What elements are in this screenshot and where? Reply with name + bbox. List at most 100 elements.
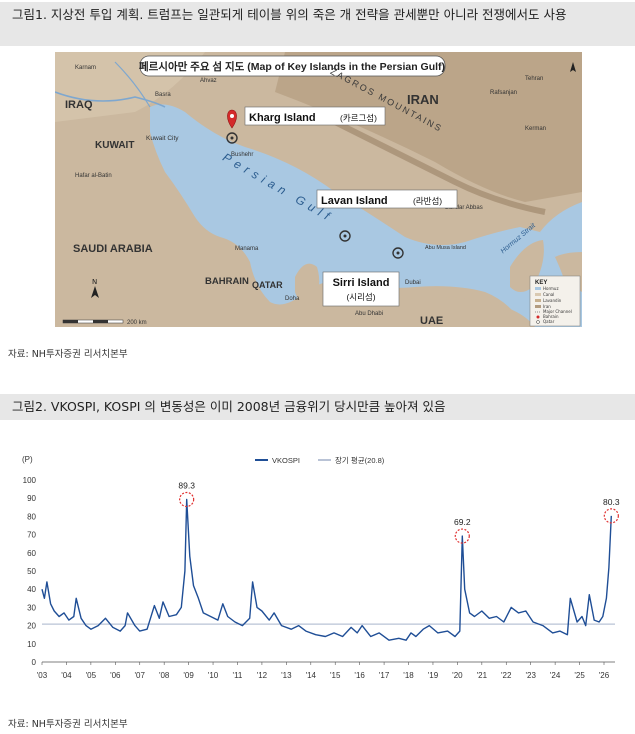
x-tick-label: '08 — [159, 671, 170, 680]
key-item-lavandin: Lavandin — [543, 298, 562, 303]
map-svg: 페르시아만 주요 섬 지도 (Map of Key Islands in the… — [55, 52, 582, 327]
peak-value-label: 89.3 — [178, 480, 195, 490]
key-item-major-channel: Major Channel — [543, 309, 572, 314]
country-label-iran: IRAN — [407, 92, 439, 107]
lavan-island-label: Lavan Island — [321, 195, 388, 207]
x-tick-label: '25 — [574, 671, 585, 680]
map-title-box — [139, 55, 446, 77]
peak-circle-marker — [179, 491, 195, 508]
country-label-bahrain: BAHRAIN — [205, 276, 249, 287]
city-karnam: Karnam — [75, 65, 96, 71]
legend-label-average: 장기 평균(20.8) — [335, 455, 385, 465]
city-basra: Basra — [155, 92, 171, 98]
peak-circle-marker — [454, 528, 470, 544]
scale-bar: 200 km — [62, 319, 147, 326]
figure1-source: 자료: NH투자증권 리서치본부 — [8, 349, 128, 360]
x-axis: '03 '04 '05 '06 '07 '08 '09 '10 '11 '12 '13 '14 '15 '… — [37, 662, 610, 680]
y-tick-label: 0 — [32, 658, 37, 667]
kharg-island-korean: (카르그섬) — [340, 113, 377, 123]
city-hafar: Hafar al-Batin — [75, 173, 112, 179]
city-tehran: Tehran — [525, 76, 543, 82]
north-arrow-icon-top — [570, 62, 576, 72]
country-label-qatar: QATAR — [252, 280, 283, 290]
x-tick-label: '10 — [208, 671, 219, 680]
peak-annotations: 89.3 69.2 80.3 — [178, 480, 620, 544]
persian-gulf-map: 페르시아만 주요 섬 지도 (Map of Key Islands in the… — [55, 52, 582, 327]
city-rafsanjan: Rafsanjan — [490, 90, 517, 96]
scale-label: 200 km — [127, 320, 147, 326]
key-item-canal: Canal — [543, 292, 554, 297]
x-tick-label: '22 — [501, 671, 512, 680]
x-tick-label: '17 — [379, 671, 390, 680]
peak-value-label: 69.2 — [454, 517, 471, 527]
x-tick-label: '20 — [452, 671, 463, 680]
y-tick-label: 100 — [23, 476, 37, 485]
x-tick-label: '03 — [37, 671, 48, 680]
x-tick-label: '15 — [330, 671, 341, 680]
chart-svg: (P) VKOSPI 장기 평균(20.8) 0 10 20 30 40 50 60 70 80… — [22, 455, 620, 680]
y-tick-label: 10 — [27, 640, 36, 649]
persian-gulf-water — [150, 104, 582, 327]
city-doha: Doha — [285, 296, 300, 302]
figure1-caption: 그림1. 지상전 투입 계획. 트럼프는 일관되게 테이블 위의 죽은 개 전략… — [0, 2, 635, 46]
svg-text:N: N — [92, 278, 97, 286]
y-axis: 0 10 20 30 40 50 60 70 80 90 100 — [23, 476, 615, 667]
y-axis-unit-label: (P) — [22, 455, 33, 464]
country-label-iraq: IRAQ — [65, 99, 93, 111]
figure1-caption-text: 그림1. 지상전 투입 계획. 트럼프는 일관되게 테이블 위의 죽은 개 전략… — [12, 7, 567, 22]
peak-circle-marker — [603, 508, 619, 524]
key-item-hormuz: Hormuz — [543, 286, 559, 291]
y-tick-label: 80 — [27, 512, 36, 521]
north-arrow-icon: N — [91, 278, 99, 298]
map-key: KEY Hormuz Canal Lavandin Iran Major Cha… — [529, 275, 581, 327]
figure2-caption-text: 그림2. VKOSPI, KOSPI 의 변동성은 이미 2008년 금융위기 … — [12, 399, 446, 414]
figure2-caption: 그림2. VKOSPI, KOSPI 의 변동성은 이미 2008년 금융위기 … — [0, 394, 635, 420]
peak-value-label: 80.3 — [603, 497, 620, 507]
x-tick-label: '13 — [281, 671, 292, 680]
sirri-island-label: Sirri Island — [333, 277, 390, 289]
x-tick-label: '14 — [306, 671, 317, 680]
x-tick-label: '09 — [183, 671, 194, 680]
kharg-island-marker: Kharg Island (카르그섬) — [226, 106, 386, 144]
city-bandar-abbas: Bandar Abbas — [445, 205, 483, 211]
city-dubai: Dubai — [405, 280, 421, 286]
x-tick-label: '26 — [599, 671, 610, 680]
city-abu-dhabi: Abu Dhabi — [355, 311, 383, 317]
x-tick-label: '04 — [61, 671, 72, 680]
x-tick-label: '07 — [135, 671, 146, 680]
figure2-source: 자료: NH투자증권 리서치본부 — [8, 719, 128, 730]
vkospi-chart: (P) VKOSPI 장기 평균(20.8) 0 10 20 30 40 50 60 70 80… — [0, 440, 635, 690]
key-item-iran: Iran — [543, 304, 551, 309]
y-tick-label: 50 — [27, 567, 36, 576]
vkospi-series-line — [41, 498, 612, 641]
y-tick-label: 40 — [27, 585, 36, 594]
country-label-saudi-arabia: SAUDI ARABIA — [73, 243, 153, 255]
x-tick-label: '05 — [86, 671, 97, 680]
y-tick-label: 20 — [27, 622, 36, 631]
legend-label-vkospi: VKOSPI — [272, 456, 300, 465]
city-bushehr: Bushehr — [231, 152, 253, 158]
lavan-island-marker: Lavan Island (라반섬) — [316, 189, 458, 242]
city-ahvaz: Ahvaz — [200, 78, 217, 84]
x-tick-label: '24 — [550, 671, 561, 680]
x-tick-label: '18 — [403, 671, 414, 680]
country-label-uae: UAE — [420, 315, 443, 327]
sirri-island-marker: Sirri Island (시리섬) — [322, 247, 404, 307]
x-tick-label: '23 — [525, 671, 536, 680]
city-manama: Manama — [235, 246, 259, 252]
x-tick-label: '06 — [110, 671, 121, 680]
x-tick-label: '21 — [477, 671, 488, 680]
city-abu-musa: Abu Musa Island — [425, 245, 466, 251]
location-pin-icon — [227, 109, 237, 129]
y-tick-label: 90 — [27, 494, 36, 503]
mountain-relief — [275, 52, 582, 202]
x-tick-label: '16 — [354, 671, 365, 680]
sirri-island-korean: (시리섬) — [346, 292, 375, 302]
map-title: 페르시아만 주요 섬 지도 (Map of Key Islands in the… — [139, 60, 445, 73]
y-tick-label: 60 — [27, 549, 36, 558]
lavan-island-korean: (라반섬) — [413, 196, 442, 206]
city-kerman: Kerman — [525, 126, 546, 132]
x-tick-label: '19 — [428, 671, 439, 680]
y-tick-label: 30 — [27, 603, 36, 612]
key-item-bahrain: Bahrain — [543, 314, 559, 319]
